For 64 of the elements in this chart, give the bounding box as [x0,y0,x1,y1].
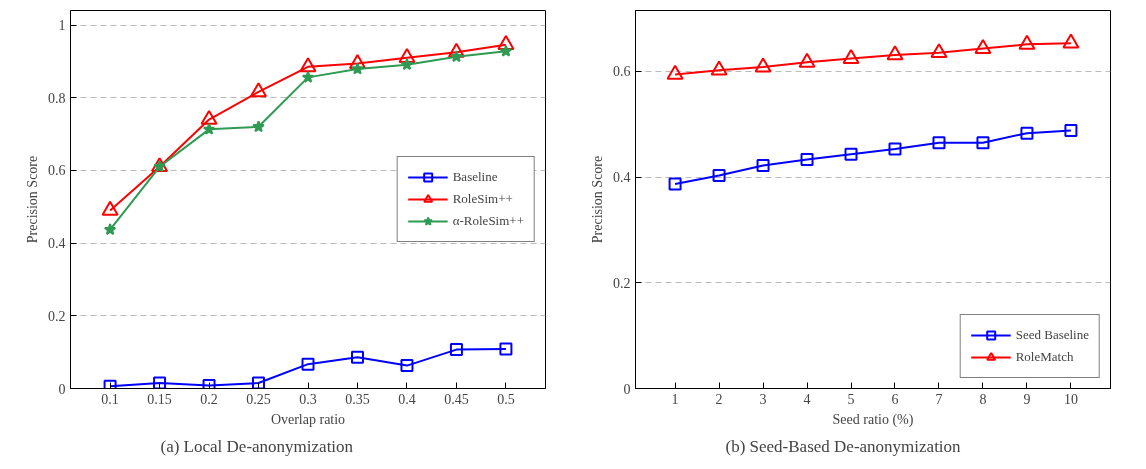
legend-label: α-RoleSim++ [452,213,524,229]
point [101,200,119,216]
point [301,357,315,371]
y-tick-label: 0.6 [613,64,631,80]
y-tick-label: 0 [58,381,66,397]
y-tick-label: 1 [58,18,66,34]
point [400,58,414,71]
text: (a) Local De-anonymization [160,436,354,456]
point [400,359,414,373]
point [499,342,513,356]
x-axis-title: Seed ratio (%) [832,411,914,428]
x-tick-label: 3 [759,391,767,407]
x-tick-label: 10 [1063,391,1078,407]
text: (b) Seed-Based De-anonymization [725,436,962,456]
x-axis-title: Overlap ratio [270,411,346,427]
x-tick-label: 0.2 [200,391,218,407]
point [252,376,266,389]
x-tick-label: 0.15 [147,391,172,407]
x-tick-label: 1 [671,391,679,407]
y-tick-label: 0.6 [48,163,66,179]
point [301,70,315,83]
x-tick-label: 9 [1023,391,1031,407]
x-tick-label: 0.1 [101,391,119,407]
point [250,82,268,98]
legend-label: Seed Baseline [1015,327,1089,343]
point [447,42,465,58]
point [450,50,463,63]
point [398,48,416,64]
point [351,62,364,75]
y-axis-title: Precision Score [590,155,605,244]
x-tick-label: 0.5 [497,391,515,407]
x-tick-label: 0.35 [345,391,370,407]
x-tick-label: 7 [935,391,943,407]
x-tick-label: 5 [847,391,855,407]
legend-label: Baseline [452,169,498,185]
legend-label: RoleSim++ [452,191,513,207]
y-tick-label: 0.4 [613,170,631,186]
point [497,35,515,50]
point [202,122,216,135]
y-axis-title: Precision Score [25,155,40,244]
point [449,343,463,357]
point [299,57,317,73]
point [499,44,513,57]
x-tick-label: 4 [803,391,811,407]
point [153,376,167,389]
point [252,120,265,133]
x-tick-label: 0.4 [398,391,416,407]
y-tick-label: 0.2 [48,308,66,324]
y-tick-label: 0.8 [48,90,66,106]
x-tick-label: 6 [891,391,899,407]
point [350,350,364,364]
point [348,53,366,69]
x-tick-label: 0.45 [444,391,469,407]
x-tick-label: 8 [979,391,987,407]
x-tick-label: 2 [715,391,723,407]
point [202,379,216,389]
point [200,109,218,125]
y-tick-label: 0.4 [48,236,66,252]
y-tick-label: 0 [623,381,631,397]
legend-label: RoleMatch [1015,349,1074,365]
y-tick-label: 0.2 [613,275,631,291]
x-tick-label: 0.25 [246,391,271,407]
x-tick-label: 0.3 [299,391,317,407]
point [103,223,117,236]
